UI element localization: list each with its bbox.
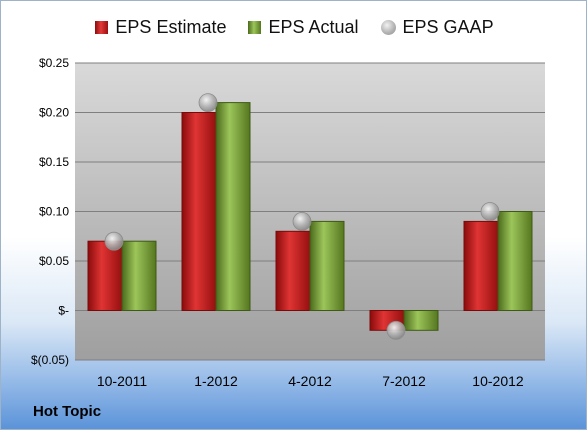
y-tick-label: $- [58, 304, 69, 318]
bar-eps-estimate [181, 112, 217, 311]
y-tick-label: $0.10 [39, 205, 69, 219]
legend-label-gaap: EPS GAAP [402, 17, 494, 37]
x-tick-label: 1-2012 [194, 373, 238, 389]
bar-eps-actual [121, 240, 157, 311]
marker-eps-gaap [104, 231, 124, 251]
bar-eps-actual [215, 102, 251, 311]
legend-swatch-estimate [95, 21, 109, 34]
marker-eps-gaap [198, 93, 218, 112]
legend-marker-gaap [380, 20, 396, 35]
bar-eps-estimate [463, 220, 499, 311]
bar-eps-actual [497, 211, 533, 311]
bar-eps-actual [309, 220, 345, 311]
legend-item-actual: EPS Actual [248, 17, 359, 38]
company-name: Hot Topic [33, 403, 102, 420]
legend-label-actual: EPS Actual [268, 17, 359, 37]
y-tick-label: $(0.05) [31, 353, 69, 367]
legend-swatch-actual [248, 21, 262, 34]
bar-eps-actual [403, 310, 439, 331]
legend-item-estimate: EPS Estimate [95, 17, 226, 38]
x-tick-label: 10-2011 [97, 373, 148, 389]
marker-eps-gaap [480, 202, 500, 221]
gaap-markers [104, 93, 500, 340]
marker-eps-gaap [292, 211, 312, 231]
legend: EPS Estimate EPS Actual EPS GAAP [1, 17, 587, 38]
bar-eps-estimate [275, 230, 311, 311]
y-axis-ticks: $(0.05) $- $0.05 $0.10 $0.15 $0.20 $0.25 [31, 56, 69, 367]
y-tick-label: $0.20 [39, 106, 69, 120]
marker-eps-gaap [386, 320, 406, 340]
y-tick-label: $0.15 [39, 155, 69, 169]
x-axis-ticks: 10-2011 1-2012 4-2012 7-2012 10-2012 [97, 373, 524, 389]
x-tick-label: 7-2012 [382, 373, 426, 389]
x-tick-label: 4-2012 [288, 373, 332, 389]
y-tick-label: $0.05 [39, 254, 69, 268]
x-tick-label: 10-2012 [472, 373, 524, 389]
legend-label-estimate: EPS Estimate [115, 17, 227, 37]
bars [87, 102, 533, 331]
y-tick-label: $0.25 [39, 56, 69, 70]
bar-eps-estimate [87, 240, 123, 311]
legend-item-gaap: EPS GAAP [380, 17, 494, 38]
